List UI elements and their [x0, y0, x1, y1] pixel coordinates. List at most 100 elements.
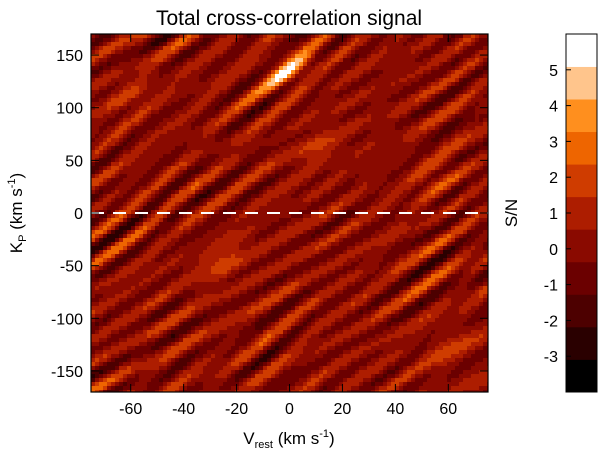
heatmap-cell [295, 322, 300, 327]
heatmap-cell [211, 134, 216, 139]
heatmap-cell [203, 98, 208, 103]
heatmap-cell [247, 54, 252, 59]
heatmap-cell [175, 258, 180, 263]
heatmap-cell [167, 114, 172, 119]
heatmap-cell [211, 154, 216, 159]
heatmap-cell [299, 218, 304, 223]
heatmap-cell [127, 50, 132, 55]
heatmap-cell [131, 114, 136, 119]
heatmap-cell [255, 378, 260, 383]
heatmap-cell [295, 126, 300, 131]
heatmap-cell [283, 34, 288, 39]
heatmap-cell [95, 274, 100, 279]
heatmap-cell [247, 294, 252, 299]
heatmap-cell [311, 146, 316, 151]
heatmap-cell [299, 42, 304, 47]
heatmap-cell [263, 178, 268, 183]
heatmap-cell [275, 254, 280, 259]
heatmap-cell [139, 62, 144, 67]
heatmap-cell [167, 382, 172, 387]
heatmap-cell [163, 258, 168, 263]
heatmap-cell [235, 218, 240, 223]
heatmap-cell [151, 326, 156, 331]
heatmap-cell [307, 366, 312, 371]
heatmap-cell [267, 234, 272, 239]
heatmap-cell [167, 174, 172, 179]
heatmap-cell [167, 242, 172, 247]
heatmap-cell [239, 86, 244, 91]
heatmap-cell [155, 242, 160, 247]
heatmap-cell [211, 246, 216, 251]
heatmap-cell [207, 90, 212, 95]
heatmap-cell [211, 78, 216, 83]
heatmap-cell [143, 294, 148, 299]
heatmap-cell [219, 278, 224, 283]
heatmap-cell [311, 42, 316, 47]
heatmap-cell [211, 366, 216, 371]
heatmap-cell [223, 166, 228, 171]
heatmap-cell [207, 346, 212, 351]
heatmap-cell [111, 262, 116, 267]
heatmap-cell [311, 154, 316, 159]
heatmap-cell [291, 182, 296, 187]
heatmap-cell [199, 370, 204, 375]
heatmap-cell [207, 238, 212, 243]
heatmap-cell [179, 118, 184, 123]
heatmap-cell [107, 162, 112, 167]
heatmap-cell [151, 362, 156, 367]
heatmap-cell [295, 110, 300, 115]
heatmap-cell [99, 122, 104, 127]
heatmap-cell [183, 154, 188, 159]
heatmap-cell [303, 246, 308, 251]
heatmap-cell [223, 66, 228, 71]
heatmap-cell [215, 166, 220, 171]
heatmap-cell [175, 246, 180, 251]
heatmap-cell [227, 326, 232, 331]
heatmap-cell [207, 102, 212, 107]
heatmap-cell [299, 346, 304, 351]
heatmap-cell [299, 286, 304, 291]
heatmap-cell [263, 258, 268, 263]
heatmap-cell [231, 270, 236, 275]
heatmap-cell [239, 362, 244, 367]
heatmap-cell [147, 322, 152, 327]
heatmap-cell [159, 386, 164, 391]
heatmap-cell [275, 278, 280, 283]
heatmap-cell [123, 218, 128, 223]
heatmap-cell [223, 314, 228, 319]
heatmap-cell [139, 74, 144, 79]
heatmap-cell [299, 106, 304, 111]
heatmap-cell [127, 42, 132, 47]
heatmap-cell [163, 386, 168, 391]
heatmap-cell [307, 302, 312, 307]
heatmap-cell [279, 238, 284, 243]
heatmap-cell [123, 58, 128, 63]
heatmap-cell [227, 262, 232, 267]
heatmap-cell [207, 370, 212, 375]
heatmap-cell [303, 266, 308, 271]
heatmap-cell [211, 282, 216, 287]
heatmap-cell [187, 130, 192, 135]
heatmap-cell [147, 134, 152, 139]
heatmap-cell [91, 214, 96, 219]
heatmap-cell [247, 186, 252, 191]
heatmap-cell [135, 282, 140, 287]
heatmap-cell [307, 358, 312, 363]
heatmap-cell [139, 222, 144, 227]
heatmap-cell [91, 378, 96, 383]
heatmap-cell [195, 318, 200, 323]
heatmap-cell [207, 262, 212, 267]
heatmap-cell [271, 190, 276, 195]
heatmap-cell [271, 54, 276, 59]
heatmap-cell [107, 274, 112, 279]
heatmap-cell [243, 270, 248, 275]
heatmap-cell [227, 342, 232, 347]
heatmap-cell [307, 250, 312, 255]
heatmap-cell [171, 130, 176, 135]
heatmap-cell [163, 246, 168, 251]
heatmap-cell [123, 114, 128, 119]
heatmap-cell [175, 134, 180, 139]
heatmap-cell [95, 194, 100, 199]
heatmap-cell [119, 386, 124, 391]
heatmap-cell [215, 110, 220, 115]
